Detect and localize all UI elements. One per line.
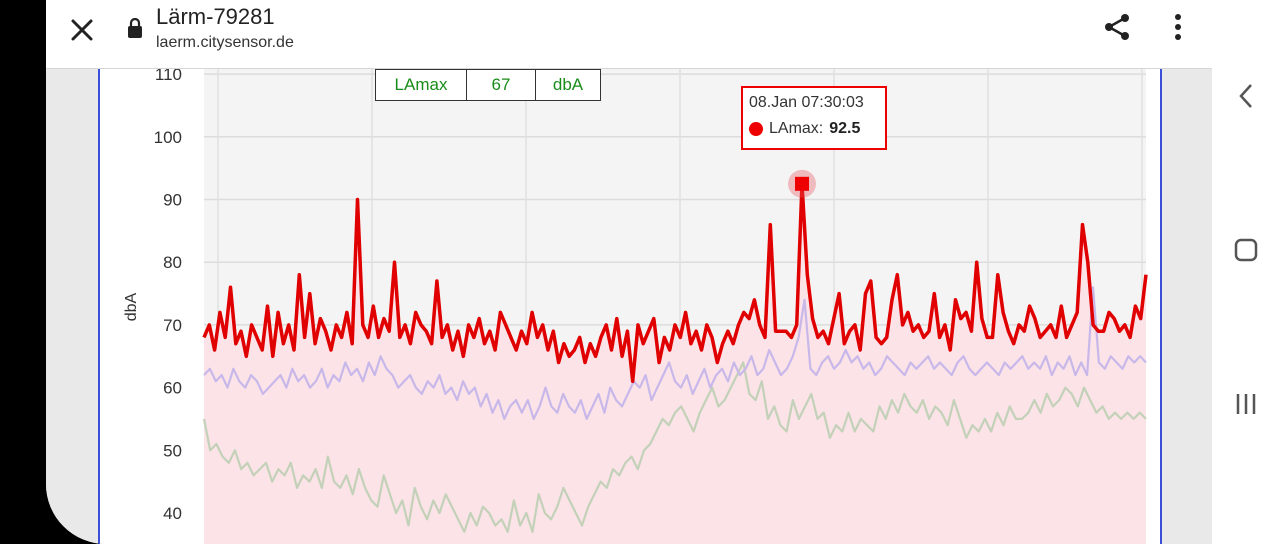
- y-tick-label: 100: [154, 128, 182, 147]
- tooltip-series: LAmax: 92.5: [749, 120, 860, 138]
- page-content: 40 50 60 70 80 90 100 110 dbA LAmax 67 dbA 08.J…: [46, 69, 1212, 544]
- chart-tooltip: 08.Jan 07:30:03 LAmax: 92.5: [741, 86, 887, 150]
- y-axis-label: dbA: [123, 292, 140, 321]
- tooltip-value: 92.5: [829, 120, 861, 137]
- page-title: Lärm-79281: [156, 4, 275, 29]
- y-tick-label: 110: [155, 69, 182, 84]
- recents-bars-icon[interactable]: [1232, 390, 1260, 418]
- series-lamax-line: [202, 182, 1148, 384]
- legend-box: LAmax 67 dbA: [375, 69, 601, 101]
- y-tick-label: 50: [163, 441, 182, 460]
- legend-label: LAmax: [375, 69, 467, 101]
- y-tick-label: 40: [163, 504, 182, 523]
- lock-icon: [126, 17, 144, 38]
- legend-unit: dbA: [535, 69, 601, 101]
- y-tick-label: 60: [163, 379, 182, 398]
- browser-top-bar: Lärm-79281 laerm.citysensor.de: [46, 0, 1212, 69]
- chart-frame: 40 50 60 70 80 90 100 110 dbA LAmax 67 dbA 08.J…: [98, 69, 1162, 544]
- noise-chart: 40 50 60 70 80 90 100 110 dbA: [123, 69, 1148, 544]
- y-tick-label: 80: [163, 253, 182, 272]
- more-vert-icon[interactable]: [1166, 12, 1190, 42]
- peak-marker[interactable]: [795, 176, 810, 191]
- legend-value: 67: [466, 69, 536, 101]
- home-square-icon[interactable]: [1232, 236, 1260, 264]
- series-laeq-line: [203, 286, 1147, 420]
- y-tick-label: 70: [163, 316, 182, 335]
- lamax-area: [204, 183, 1146, 544]
- series-lamin-line: [202, 361, 1147, 533]
- android-nav-bar: [1212, 0, 1280, 544]
- close-icon[interactable]: [64, 12, 100, 48]
- tooltip-dot-icon: [749, 122, 763, 136]
- share-icon[interactable]: [1102, 12, 1132, 42]
- back-chevron-icon[interactable]: [1232, 82, 1260, 110]
- browser-screen: Lärm-79281 laerm.citysensor.de 40 50 60 70 8…: [46, 0, 1212, 544]
- tooltip-series-label: LAmax:: [769, 120, 824, 137]
- tooltip-date: 08.Jan 07:30:03: [749, 94, 864, 111]
- page-url[interactable]: laerm.citysensor.de: [156, 34, 294, 51]
- y-tick-label: 90: [163, 191, 182, 210]
